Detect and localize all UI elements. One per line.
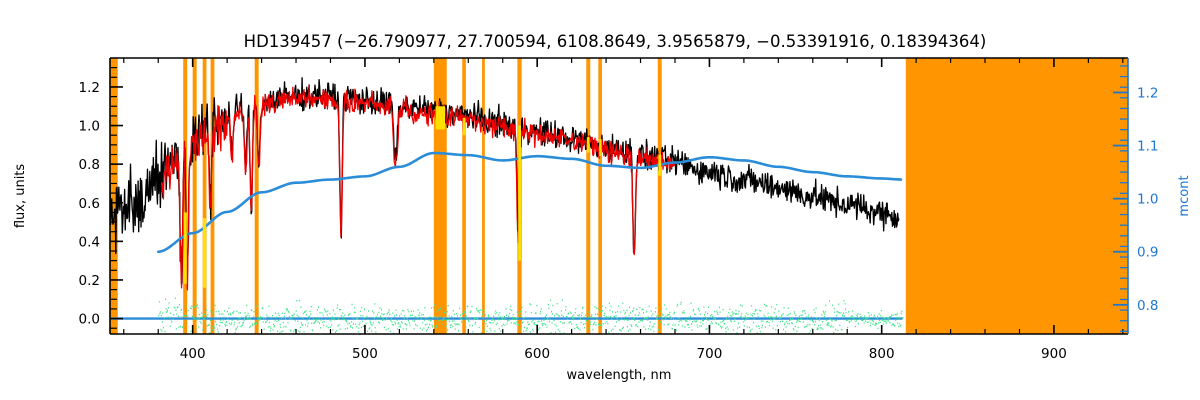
highlight-segment bbox=[183, 212, 187, 284]
highlight-segments-layer bbox=[183, 106, 662, 288]
highlight-segment bbox=[202, 218, 207, 288]
x-axis-label: wavelength, nm bbox=[567, 368, 672, 383]
highlight-segment bbox=[435, 106, 446, 130]
masked-band bbox=[586, 58, 591, 334]
y-tick-label: 0.4 bbox=[79, 234, 100, 250]
y-tick-label: 1.2 bbox=[79, 80, 100, 96]
model-spectrum-trace bbox=[161, 84, 676, 291]
axes-layer: 400 500 600 700 800 900 0.0 0.2 0.4 0.6 0.8 1.0 1.2 0… bbox=[79, 57, 1158, 362]
secondary-y-tick-label: 1.1 bbox=[1137, 139, 1158, 155]
y-axis-label: flux, units bbox=[13, 164, 28, 229]
highlight-segment bbox=[599, 139, 602, 157]
x-tick-label: 400 bbox=[180, 346, 206, 362]
masked-wavelength-bands bbox=[110, 58, 1128, 334]
y-tick-label: 0.6 bbox=[79, 196, 100, 212]
secondary-y-tick-label: 0.8 bbox=[1137, 298, 1158, 314]
masked-band bbox=[254, 58, 259, 334]
secondary-y-tick-label: 0.9 bbox=[1137, 245, 1158, 261]
masked-band bbox=[905, 58, 1128, 334]
y-tick-label: 0.0 bbox=[79, 312, 100, 328]
masked-band bbox=[210, 58, 215, 334]
y-tick-label: 0.8 bbox=[79, 157, 100, 173]
highlight-segment bbox=[586, 137, 590, 153]
data-series-layer bbox=[110, 77, 904, 334]
highlight-segment bbox=[462, 117, 466, 136]
highlight-segment bbox=[658, 154, 662, 176]
x-tick-label: 600 bbox=[524, 346, 550, 362]
masked-band bbox=[482, 58, 485, 334]
y-tick-label: 0.2 bbox=[79, 273, 100, 289]
residual-scatter bbox=[158, 297, 904, 334]
continuum-curve bbox=[156, 151, 903, 254]
observed-spectrum-trace bbox=[110, 77, 900, 285]
masked-band bbox=[192, 58, 197, 334]
x-tick-label: 900 bbox=[1041, 346, 1067, 362]
masked-band bbox=[202, 58, 207, 334]
masked-band bbox=[110, 58, 118, 334]
x-tick-label: 500 bbox=[352, 346, 378, 362]
masked-band bbox=[598, 58, 602, 334]
masked-band bbox=[462, 58, 466, 334]
masked-band bbox=[657, 58, 662, 334]
y-tick-label: 1.0 bbox=[79, 119, 100, 135]
x-tick-label: 800 bbox=[869, 346, 895, 362]
chart-title: HD139457 (−26.790977, 27.700594, 6108.86… bbox=[244, 32, 987, 51]
secondary-y-tick-label: 1.0 bbox=[1137, 192, 1158, 208]
secondary-y-tick-label: 1.2 bbox=[1137, 86, 1158, 102]
x-tick-label: 700 bbox=[697, 346, 723, 362]
highlight-segment bbox=[518, 125, 521, 261]
secondary-y-axis-label: mcont bbox=[1177, 175, 1192, 216]
